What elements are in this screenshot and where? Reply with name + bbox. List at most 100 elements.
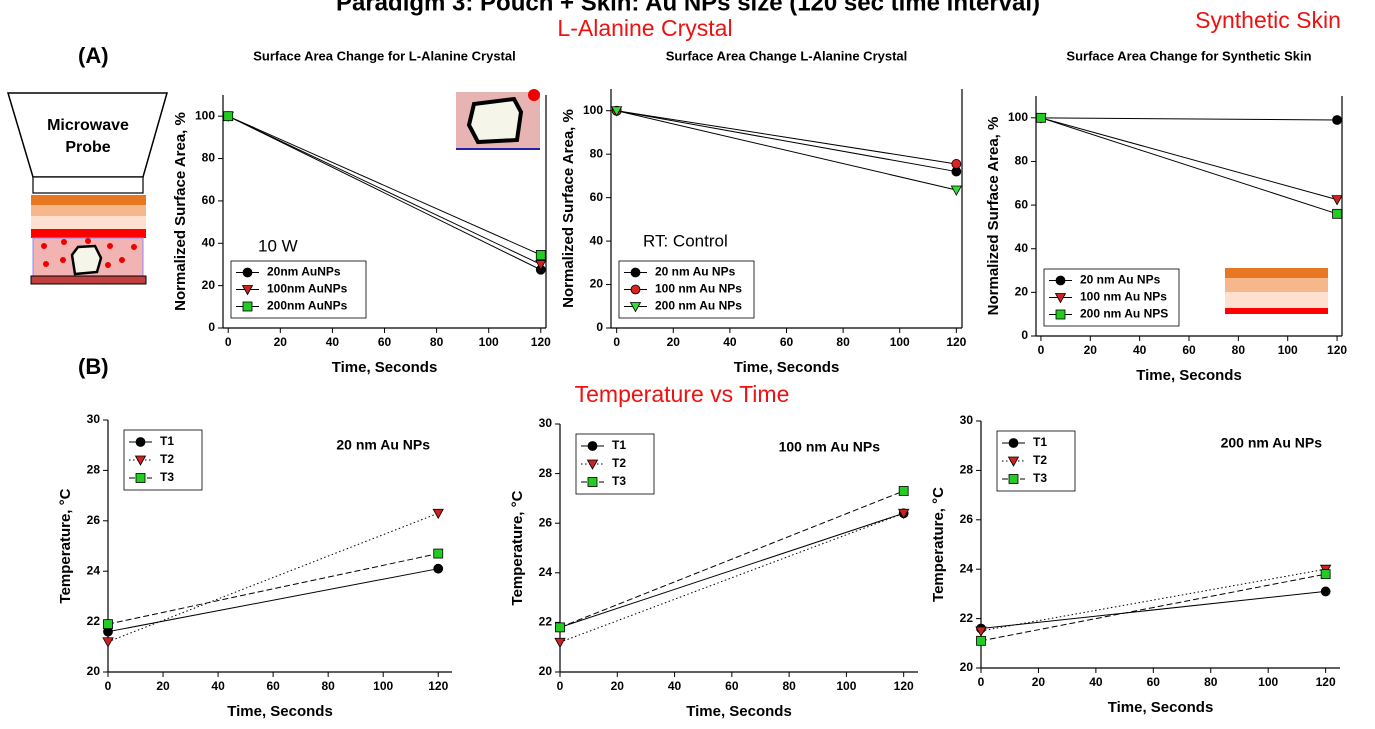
x-tick-label: 120 [946, 335, 966, 349]
data-point [898, 486, 909, 496]
legend-label: T1 [160, 434, 174, 448]
legend-marker [1054, 293, 1067, 304]
data-point [950, 185, 963, 196]
y-tick-label: 28 [87, 463, 101, 477]
y-axis-label: Temperature, °C [57, 488, 74, 603]
y-axis-label: Temperature, °C [930, 487, 947, 602]
x-tick-label: 100 [1258, 675, 1278, 689]
x-tick-label: 80 [1232, 343, 1246, 357]
chart: Surface Area Change for L-Alanine Crysta… [172, 48, 551, 376]
chart: 20 22 24 26 28 30 0 20 40 60 80 100 120 Time, Seconds… [930, 413, 1340, 716]
y-tick-label: 20 [960, 660, 974, 674]
x-tick-label: 20 [1032, 675, 1046, 689]
x-tick-label: 100 [890, 335, 910, 349]
heading: Temperature vs Time [575, 381, 790, 407]
x-tick-label: 60 [725, 679, 739, 693]
panel-label: (A) [78, 43, 109, 68]
inset [456, 89, 540, 150]
y-tick-label: 28 [960, 463, 974, 477]
chart: Surface Area Change L-Alanine Crystal 0 20… [560, 48, 967, 376]
x-axis-label: Time, Seconds [734, 359, 840, 376]
y-tick-label: 60 [1015, 197, 1029, 211]
series-line [616, 110, 957, 173]
y-tick-label: 24 [960, 561, 974, 575]
x-tick-label: 40 [1089, 675, 1103, 689]
x-tick-label: 40 [211, 679, 225, 693]
data-point [975, 626, 987, 637]
x-tick-label: 60 [266, 679, 280, 693]
y-tick-label: 20 [202, 278, 216, 292]
series-line [107, 553, 439, 625]
y-axis-label: Temperature, °C [509, 490, 526, 605]
legend-marker [630, 284, 641, 295]
y-tick-label: 60 [202, 193, 216, 207]
series-line [227, 115, 542, 271]
y-tick-label: 20 [590, 277, 604, 291]
y-tick-label: 80 [590, 146, 604, 160]
x-tick-label: 60 [780, 335, 794, 349]
y-tick-label: 20 [539, 664, 553, 678]
y-tick-label: 20 [87, 664, 101, 678]
y-tick-label: 0 [596, 320, 603, 334]
legend-label: 200nm AuNPs [267, 299, 348, 313]
data-point [535, 260, 547, 271]
chart-title: Surface Area Change for Synthetic Skin [1066, 48, 1311, 63]
annotation: 100 nm Au NPs [779, 439, 881, 455]
legend-marker [1055, 309, 1066, 320]
legend-marker [1008, 474, 1019, 484]
legend-marker [242, 301, 253, 312]
x-tick-label: 20 [1084, 343, 1098, 357]
legend-label: 20 nm Au NPs [1080, 273, 1161, 287]
annotation: 20 nm Au NPs [336, 437, 430, 453]
x-axis-label: Time, Seconds [332, 359, 438, 376]
data-point [1331, 195, 1343, 206]
y-tick-label: 30 [539, 416, 553, 430]
x-tick-label: 120 [1316, 675, 1336, 689]
legend-label: T3 [160, 470, 174, 484]
data-point [555, 622, 565, 633]
y-axis-label: Normalized Surface Area, % [985, 117, 1002, 316]
legend-marker [241, 285, 254, 296]
legend-marker [135, 473, 146, 483]
x-tick-label: 60 [1147, 675, 1161, 689]
heading: L-Alanine Crystal [557, 15, 732, 41]
y-tick-label: 22 [539, 615, 553, 629]
legend-label: T3 [1033, 471, 1047, 485]
data-point [951, 159, 962, 169]
x-tick-label: 100 [836, 679, 856, 693]
series-line [980, 573, 1326, 642]
x-tick-label: 40 [326, 335, 340, 349]
series-line [1040, 117, 1338, 121]
legend-label: 200 nm Au NPs [655, 299, 742, 313]
legend-label: T3 [612, 474, 626, 488]
x-tick-label: 100 [373, 679, 393, 693]
y-tick-label: 26 [539, 515, 553, 529]
x-tick-label: 100 [1278, 343, 1298, 357]
series-line [616, 110, 957, 191]
y-tick-label: 40 [1015, 241, 1029, 255]
data-point [223, 111, 234, 122]
legend-label: 100nm AuNPs [267, 282, 348, 296]
legend-label: 100 nm Au NPs [655, 282, 742, 296]
series-line [616, 110, 957, 165]
y-tick-label: 100 [583, 103, 603, 117]
y-tick-label: 26 [960, 512, 974, 526]
series-line [107, 512, 439, 643]
x-tick-label: 80 [321, 679, 335, 693]
legend-label: T1 [612, 438, 626, 452]
series-line [1040, 117, 1338, 201]
series-line [559, 490, 904, 628]
legend-label: T2 [612, 456, 626, 470]
y-tick-label: 40 [202, 235, 216, 249]
x-tick-label: 60 [378, 335, 392, 349]
data-point [1320, 586, 1331, 597]
x-axis-label: Time, Seconds [686, 703, 792, 720]
legend-label: 20 nm Au NPs [655, 265, 736, 279]
legend-label: 200 nm Au NPS [1080, 307, 1168, 321]
x-tick-label: 0 [978, 675, 985, 689]
x-tick-label: 40 [668, 679, 682, 693]
data-point [433, 548, 444, 559]
series-line [559, 512, 904, 643]
chart: 20 22 24 26 28 30 0 20 40 60 80 100 120 Time, Seconds… [57, 412, 452, 720]
data-point [898, 508, 910, 520]
